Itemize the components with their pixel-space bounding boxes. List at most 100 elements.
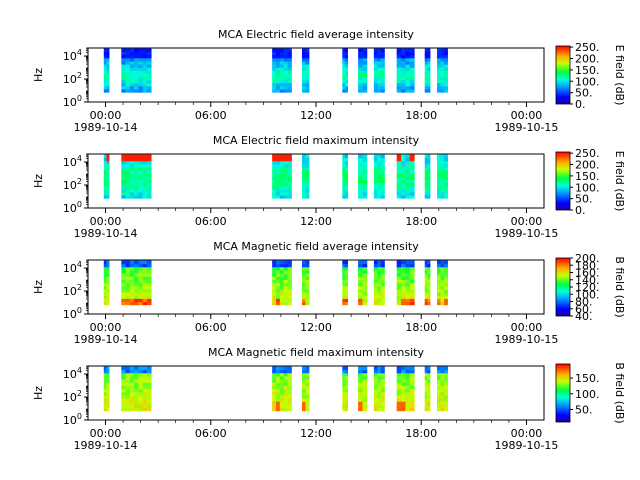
spectrogram-cell [362, 263, 368, 268]
spectrogram-segment [437, 154, 448, 199]
spectrogram-cell [125, 404, 131, 409]
spectrogram-cell [342, 195, 346, 199]
spectrogram-cell [405, 163, 411, 168]
spectrogram-cell [121, 295, 126, 299]
spectrogram-cell [129, 282, 135, 287]
spectrogram-cell [409, 48, 415, 53]
spectrogram-cell [344, 379, 348, 383]
spectrogram-cell [125, 298, 131, 303]
spectrogram-cell [129, 388, 135, 393]
spectrogram-cell [146, 67, 152, 71]
spectrogram-cell [142, 298, 148, 303]
spectrogram-cell [444, 188, 448, 193]
spectrogram-cell [405, 79, 411, 84]
spectrogram-cell [129, 163, 135, 168]
spectrogram-cell [380, 89, 385, 93]
spectrogram-cell [129, 48, 135, 53]
spectrogram-cell [287, 192, 292, 196]
spectrogram-cell [279, 179, 285, 184]
spectrogram-cell [129, 188, 135, 193]
spectrogram-cell [142, 167, 148, 171]
spectrogram-cell [362, 282, 368, 287]
spectrogram-cell [444, 270, 448, 274]
spectrogram-cell [106, 64, 110, 68]
spectrogram-cell [301, 48, 306, 53]
spectrogram-cell [396, 263, 402, 268]
spectrogram-cell [283, 366, 288, 371]
spectrogram-cell [437, 263, 441, 268]
spectrogram-cell [146, 301, 152, 306]
spectrogram-cell [134, 89, 139, 93]
spectrogram-cell [129, 195, 135, 199]
spectrogram-cell [440, 292, 445, 296]
spectrogram-cell [142, 51, 148, 56]
spectrogram-cell [276, 372, 281, 377]
spectrogram-cell [272, 266, 277, 271]
spectrogram-cell [342, 273, 346, 277]
spectrogram-cell [129, 404, 135, 409]
spectrogram-cell [377, 301, 382, 306]
spectrogram-cell [358, 266, 363, 271]
spectrogram-cell [279, 282, 285, 287]
spectrogram-cell [272, 401, 277, 405]
spectrogram-cell [362, 379, 368, 383]
y-axis-label: Hz [32, 68, 45, 82]
spectrogram-cell [301, 79, 306, 84]
spectrogram-segment [437, 366, 448, 412]
spectrogram-cell [424, 176, 428, 180]
spectrogram-cell [362, 404, 368, 409]
spectrogram-cell [106, 285, 110, 290]
spectrogram-cell [106, 176, 110, 180]
spectrogram-cell [401, 73, 406, 78]
spectrogram-cell [362, 67, 368, 71]
spectrogram-cell [440, 366, 445, 371]
spectrogram-cell [305, 395, 310, 399]
spectrogram-cell [121, 301, 126, 306]
spectrogram-cell [103, 270, 107, 274]
spectrogram-cell [129, 192, 135, 196]
spectrogram-cell [405, 263, 411, 268]
spectrogram-cell [129, 170, 135, 174]
x-tick-label: 00:00 [90, 321, 122, 334]
spectrogram-cell [279, 86, 285, 90]
spectrogram-cell [362, 292, 368, 296]
spectrogram-cell [377, 270, 382, 274]
spectrogram-cell [283, 292, 288, 296]
spectrogram-cell [276, 82, 281, 87]
spectrogram-cell [424, 160, 428, 165]
spectrogram-cell [138, 54, 144, 59]
spectrogram-cell [138, 372, 144, 377]
spectrogram-cell [401, 76, 406, 81]
y-tick-label: 102 [63, 389, 82, 404]
spectrogram-cell [138, 260, 144, 265]
spectrogram-cell [405, 295, 411, 299]
spectrogram-cell [342, 70, 346, 74]
spectrogram-cell [401, 51, 406, 56]
spectrogram-cell [301, 279, 306, 284]
x-tick-label: 12:00 [300, 427, 332, 440]
spectrogram-cell [283, 179, 288, 184]
spectrogram-segment [121, 366, 152, 412]
spectrogram-cell [103, 273, 107, 277]
spectrogram-cell [440, 273, 445, 277]
spectrogram-cell [103, 163, 107, 168]
spectrogram-cell [362, 260, 368, 265]
chart-title: MCA Electric field maximum intensity [213, 134, 420, 147]
spectrogram-cell [287, 266, 292, 271]
spectrogram-cell [344, 64, 348, 68]
spectrogram-cell [342, 276, 346, 280]
spectrogram-cell [344, 260, 348, 265]
spectrogram-cell [358, 64, 363, 68]
spectrogram-cell [287, 73, 292, 78]
spectrogram-cell [424, 369, 428, 374]
spectrogram-cell [301, 57, 306, 62]
spectrogram-cell [401, 154, 406, 159]
spectrogram-cell [405, 89, 411, 93]
spectrogram-cell [279, 369, 285, 374]
x-tick-label: 06:00 [195, 109, 227, 122]
spectrogram-cell [362, 70, 368, 74]
spectrogram-cell [301, 385, 306, 390]
spectrogram-cell [276, 185, 281, 190]
spectrogram-cell [305, 67, 310, 71]
spectrogram-cell [283, 372, 288, 377]
